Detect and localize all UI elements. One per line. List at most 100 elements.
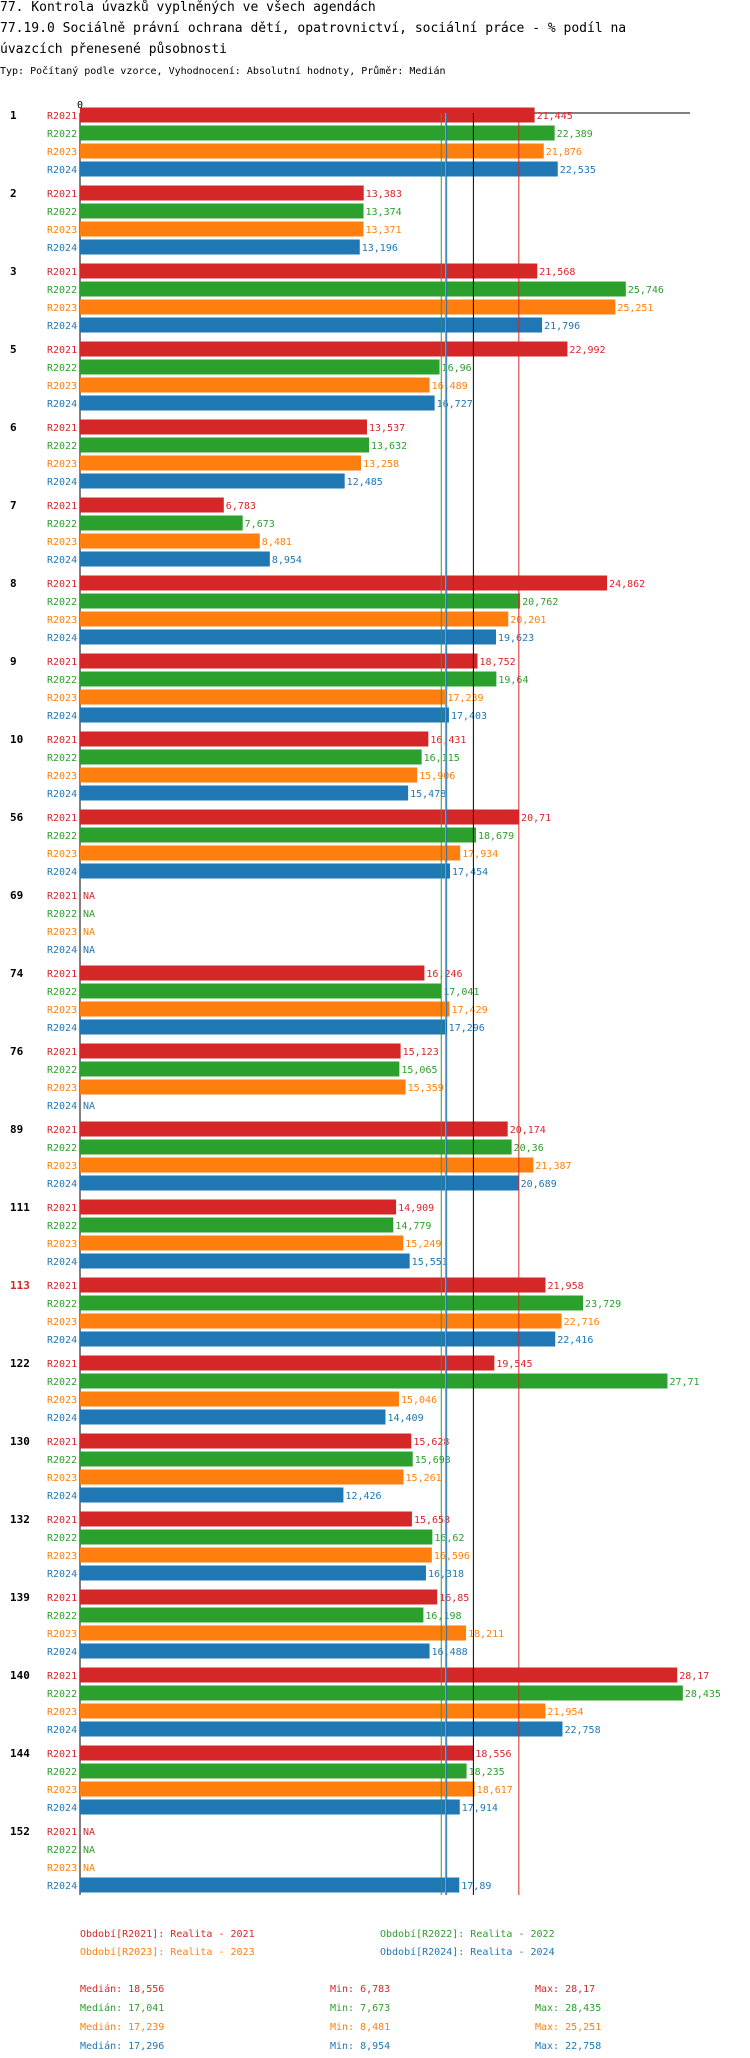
value-label: 16,85 [439,1593,469,1604]
bar [80,125,555,141]
value-label: 17,041 [443,987,479,998]
bar [80,707,449,723]
series-label: R2024 [47,1413,77,1424]
series-label: R2023 [47,771,77,782]
group-label: 152 [10,1825,30,1838]
bar [80,455,362,471]
value-label: 20,174 [510,1125,546,1136]
value-label: 15,065 [401,1065,437,1076]
value-label: 22,992 [569,345,605,356]
group-label: 5 [10,343,17,356]
bar [80,593,521,609]
value-label: 22,389 [557,129,593,140]
series-label: R2021 [47,813,77,824]
bar [80,1019,447,1035]
bar [80,1217,394,1233]
value-label: 13,371 [365,225,401,236]
value-label: 22,758 [564,1725,600,1736]
value-label: 8,954 [272,555,302,566]
series-label: R2024 [47,1725,77,1736]
series-label: R2022 [47,1533,77,1544]
bar [80,1703,546,1719]
series-label: R2024 [47,1023,77,1034]
series-label: R2021 [47,267,77,278]
series-label: R2022 [47,519,77,530]
bar [80,1625,467,1641]
na-label: NA [83,891,95,902]
bar [80,1391,399,1407]
group-label: 10 [10,733,23,746]
value-label: 15,046 [401,1395,437,1406]
value-label: 16,96 [442,363,472,374]
value-label: 16,62 [434,1533,464,1544]
stat-min: Min: 8,954 [330,2041,390,2052]
value-label: 20,36 [514,1143,544,1154]
value-label: 21,876 [546,147,582,158]
bar [80,263,538,279]
value-label: 15,123 [403,1047,439,1058]
value-label: 7,673 [245,519,275,530]
series-label: R2022 [47,363,77,374]
value-label: 18,556 [475,1749,511,1760]
na-label: NA [83,1845,95,1856]
series-label: R2024 [47,321,77,332]
group-label: 144 [10,1747,30,1760]
value-label: 25,746 [628,285,664,296]
value-label: 15,628 [413,1437,449,1448]
series-label: R2024 [47,1101,77,1112]
series-label: R2023 [47,1005,77,1016]
group-label: 1 [10,109,17,122]
series-label: R2023 [47,1473,77,1484]
series-label: R2021 [47,111,77,122]
stat-max: Max: 22,758 [535,2041,601,2052]
group-label: 7 [10,499,17,512]
value-label: 18,211 [468,1629,504,1640]
series-label: R2024 [47,1257,77,1268]
bar [80,551,270,567]
value-label: 17,89 [461,1881,491,1892]
series-label: R2021 [47,1593,77,1604]
series-label: R2023 [47,615,77,626]
series-label: R2023 [47,1707,77,1718]
bar [80,1745,474,1761]
stat-median: Medián: 17,239 [80,2021,164,2033]
series-label: R2023 [47,381,77,392]
bar [80,749,422,765]
series-label: R2023 [47,459,77,470]
series-label: R2021 [47,501,77,512]
bar [80,1433,412,1449]
series-label: R2024 [47,945,77,956]
bar [80,689,446,705]
bar [80,1295,584,1311]
value-label: 21,958 [548,1281,584,1292]
series-label: R2023 [47,1395,77,1406]
series-label: R2021 [47,1671,77,1682]
series-label: R2024 [47,1179,77,1190]
bar [80,1607,424,1623]
value-label: 21,445 [537,111,573,122]
bar [80,827,476,843]
stat-median: Medián: 17,296 [80,2040,164,2052]
value-label: 13,632 [371,441,407,452]
series-label: R2023 [47,927,77,938]
legend-entry: Období[R2022]: Realita - 2022 [380,1928,555,1940]
series-label: R2024 [47,633,77,644]
value-label: 20,762 [522,597,558,608]
series-label: R2021 [47,1437,77,1448]
series-label: R2022 [47,285,77,296]
bar [80,239,360,255]
value-label: 18,752 [480,657,516,668]
value-label: 8,481 [262,537,292,548]
legend-entry: Období[R2023]: Realita - 2023 [80,1946,255,1958]
bar [80,497,224,513]
series-label: R2022 [47,1377,77,1388]
value-label: 16,198 [425,1611,461,1622]
na-label: NA [83,1101,95,1112]
series-label: R2023 [47,1629,77,1640]
bar [80,1643,430,1659]
value-label: 16,431 [430,735,466,746]
bar [80,1043,401,1059]
series-label: R2024 [47,1803,77,1814]
group-label: 9 [10,655,17,668]
series-label: R2021 [47,735,77,746]
